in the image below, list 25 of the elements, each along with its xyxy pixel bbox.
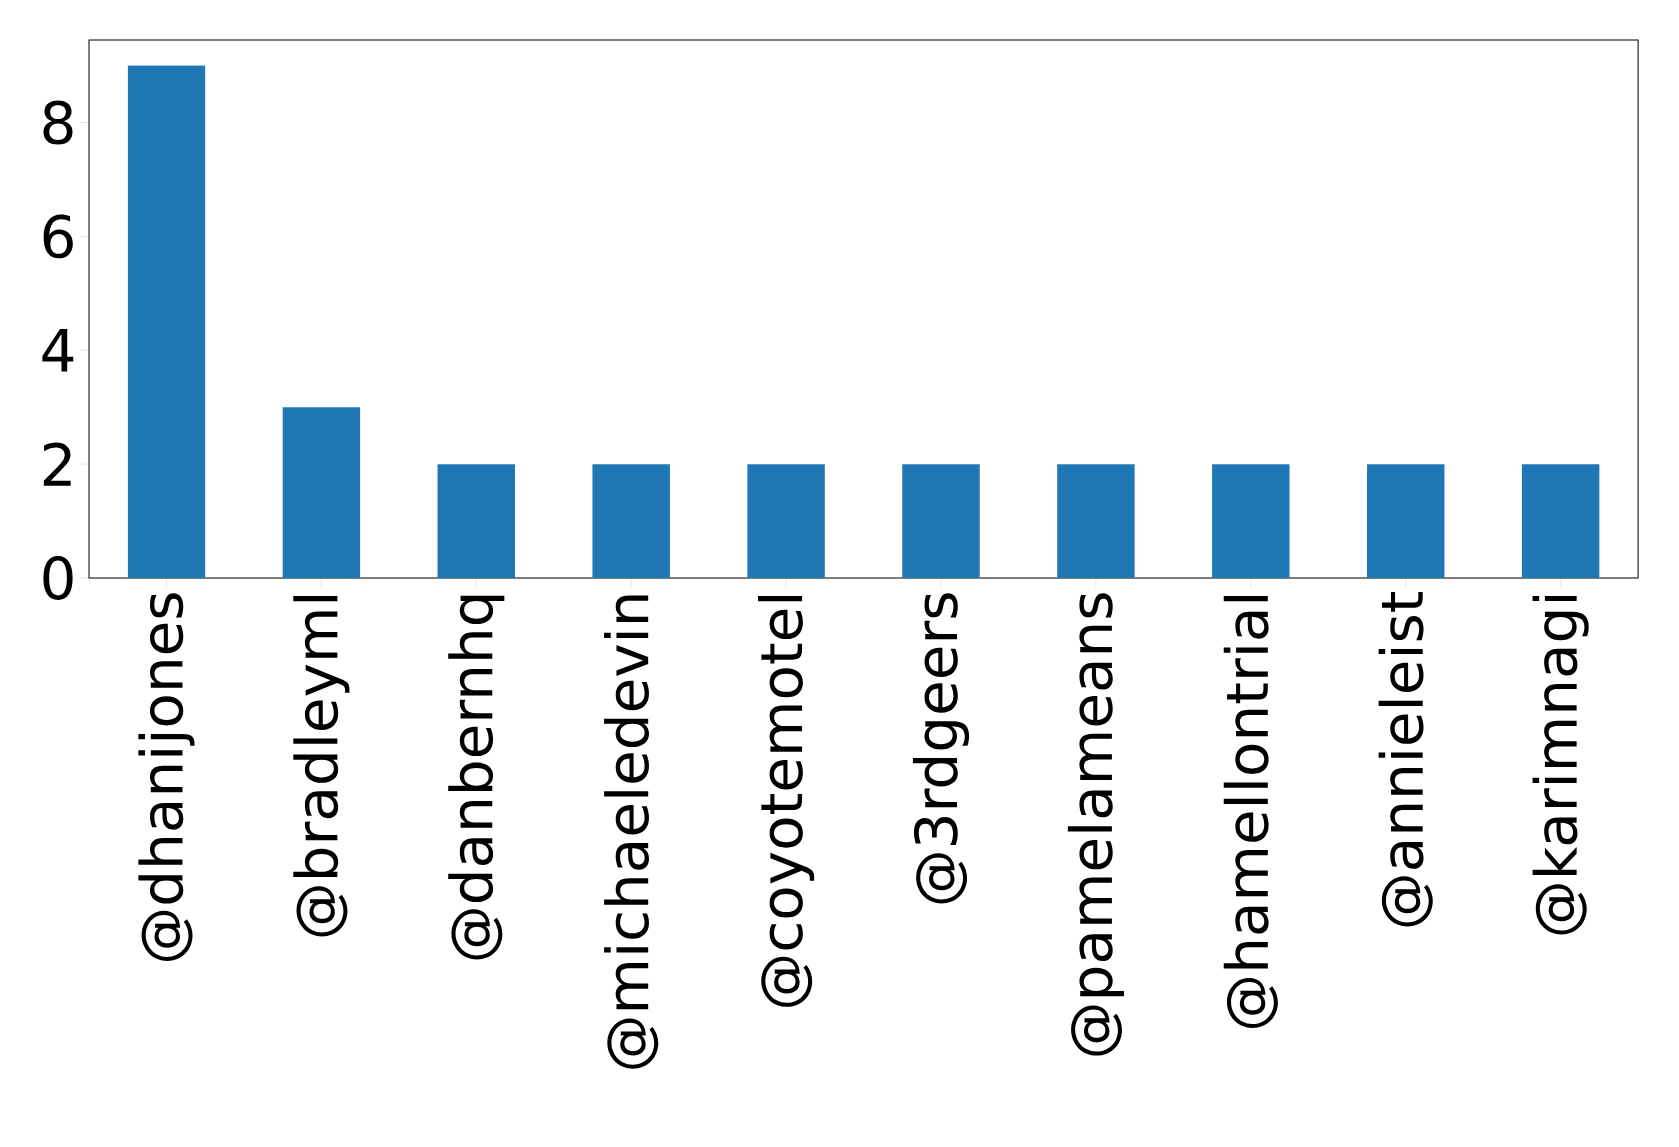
bar [747, 464, 825, 578]
bar [902, 464, 980, 578]
bar [282, 407, 361, 578]
y-tick-label: 6 [43, 214, 73, 259]
x-tick-label: @karimnagi [1532, 595, 1589, 935]
x-tick-label: @bradleyml [293, 595, 350, 937]
x-tick-label: @pamelameans [1067, 593, 1124, 1056]
x-tick-label: @michaeledevin [604, 595, 659, 1069]
x-tick-label: @3rdgeers [912, 593, 970, 904]
bar [437, 464, 515, 578]
x-tick-label: @annieleist [1378, 591, 1433, 927]
bar [1212, 464, 1290, 578]
bar [1057, 464, 1135, 578]
x-tick-label: @dhanijones [138, 593, 195, 961]
y-tick-label: 4 [42, 329, 74, 372]
y-tick-label: 8 [43, 100, 73, 145]
bar [127, 65, 206, 578]
y-tick-label: 2 [43, 442, 71, 486]
x-tick-label: @hamellontrial [1223, 595, 1278, 1029]
y-tick-label: 0 [43, 556, 73, 600]
bar [1367, 464, 1445, 578]
x-tick-label: @coyotemotel [758, 595, 815, 1007]
bar [592, 464, 670, 578]
x-tick-label: @danbernhq [448, 595, 505, 960]
bar [1521, 464, 1600, 578]
